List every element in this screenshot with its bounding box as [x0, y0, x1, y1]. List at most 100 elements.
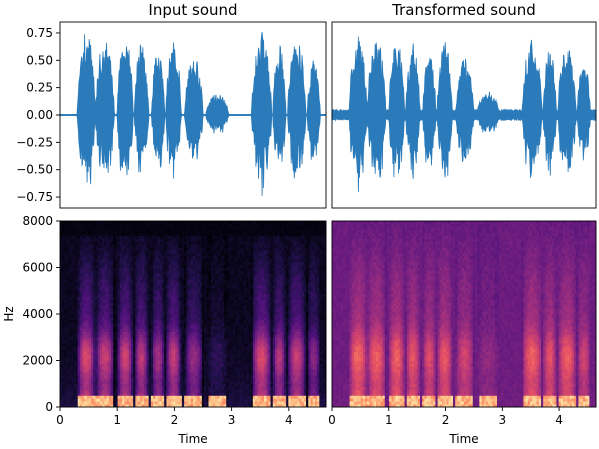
spectrogram-cell — [208, 380, 212, 385]
spectrogram-cell — [148, 235, 152, 239]
spectrogram-cell — [226, 404, 229, 408]
spectrogram-cell — [224, 229, 227, 234]
spectrogram-cell — [104, 334, 107, 338]
spectrogram-cell — [79, 386, 83, 390]
spectrogram-cell — [148, 398, 152, 402]
spectrogram-cell — [166, 386, 170, 390]
spectrogram-cell — [139, 311, 143, 315]
spectrogram-cell — [139, 377, 143, 382]
spectrogram-cell — [230, 319, 234, 324]
spectrogram-cell — [104, 252, 107, 257]
spectrogram-cell — [168, 383, 172, 388]
spectrogram-cell — [60, 229, 63, 234]
spectrogram-cell — [221, 244, 225, 248]
spectrogram-cell — [68, 270, 72, 274]
spectrogram-cell — [170, 279, 174, 283]
spectrogram-cell — [68, 273, 72, 277]
spectrogram-cell — [108, 290, 112, 295]
spectrogram-cell — [104, 284, 107, 289]
spectrogram-cell — [144, 404, 147, 408]
spectrogram-cell — [204, 360, 207, 364]
spectrogram-cell — [181, 369, 185, 373]
spectrogram-cell — [75, 235, 79, 239]
spectrogram-cell — [124, 311, 127, 315]
spectrogram-cell — [181, 351, 185, 356]
spectrogram-cell — [217, 276, 220, 280]
spectrogram-cell — [102, 322, 105, 327]
spectrogram-cell — [73, 264, 76, 268]
spectrogram-cell — [210, 348, 214, 353]
spectrogram-cell — [195, 372, 198, 376]
spectrogram-cell — [137, 360, 141, 364]
spectrogram-cell — [113, 404, 116, 408]
spectrogram-cell — [104, 273, 107, 277]
spectrogram-cell — [88, 325, 92, 329]
spectrogram-cell — [68, 328, 72, 332]
spectrogram-cell — [133, 276, 136, 280]
spectrogram-cell — [128, 348, 132, 353]
spectrogram-cell — [64, 392, 68, 396]
spectrogram-cell — [228, 247, 232, 251]
spectrogram-cell — [212, 308, 216, 312]
spectrogram-cell — [186, 261, 189, 265]
spectrogram-cell — [217, 302, 220, 306]
spectrogram-cell — [124, 221, 127, 225]
spectrogram-cell — [173, 241, 176, 245]
spectrogram-cell — [164, 287, 167, 292]
spectrogram-cell — [166, 270, 170, 274]
spectrogram-cell — [91, 372, 94, 376]
spectrogram-cell — [86, 267, 90, 271]
spectrogram-cell — [110, 238, 114, 242]
spectrogram-cell — [148, 287, 152, 292]
spectrogram-cell — [201, 337, 205, 341]
spectrogram-cell — [73, 308, 76, 312]
spectrogram-cell — [73, 345, 76, 350]
spectrogram-cell — [164, 284, 167, 289]
spectrogram-cell — [95, 226, 99, 231]
spectrogram-cell — [186, 232, 189, 236]
spectrogram-cell — [73, 334, 76, 338]
spectrogram-cell — [195, 235, 198, 239]
spectrogram-cell — [79, 325, 83, 329]
spectrogram-cell — [166, 375, 170, 379]
spectrogram-cell — [219, 380, 223, 385]
spectrogram-cell — [188, 328, 192, 332]
spectrogram-cell — [210, 287, 214, 292]
spectrogram-cell — [146, 372, 150, 376]
spectrogram-cell — [110, 255, 114, 260]
spectrogram-cell — [128, 270, 132, 274]
spectrogram-cell — [62, 325, 65, 329]
spectrogram-cell — [195, 357, 198, 361]
spectrogram-cell — [170, 314, 174, 318]
spectrogram-cell — [75, 328, 79, 332]
spectrogram-cell — [124, 279, 127, 283]
spectrogram-cell — [64, 375, 68, 379]
spectrogram-cell — [190, 331, 194, 335]
spectrogram-cell — [206, 223, 209, 228]
spectrogram-cell — [119, 337, 123, 341]
spectrogram-cell — [224, 375, 227, 379]
spectrogram-cell — [157, 250, 161, 254]
spectrogram-cell — [184, 238, 187, 242]
spectrogram-cell — [71, 287, 74, 292]
spectrogram-cell — [99, 372, 103, 376]
spectrogram-cell — [71, 345, 74, 350]
spectrogram-cell — [204, 264, 207, 268]
spectrogram-cell — [153, 264, 156, 268]
spectrogram-cell — [86, 284, 90, 289]
spectrogram-cell — [84, 380, 87, 385]
spectrogram-cell — [86, 314, 90, 318]
spectrogram-cell — [82, 325, 85, 329]
spectrogram-cell — [221, 401, 225, 405]
spectrogram-cell — [108, 343, 112, 347]
spectrogram-cell — [102, 264, 105, 268]
spectrogram-cell — [113, 351, 116, 356]
spectrogram-cell — [168, 401, 172, 405]
spectrogram-cell — [128, 223, 132, 228]
spectrogram-cell — [228, 311, 232, 315]
spectrogram-cell — [199, 363, 203, 367]
spectrogram-cell — [161, 380, 165, 385]
spectrogram-cell — [166, 377, 170, 382]
spectrogram-cell — [217, 377, 220, 382]
spectrogram-cell — [190, 250, 194, 254]
